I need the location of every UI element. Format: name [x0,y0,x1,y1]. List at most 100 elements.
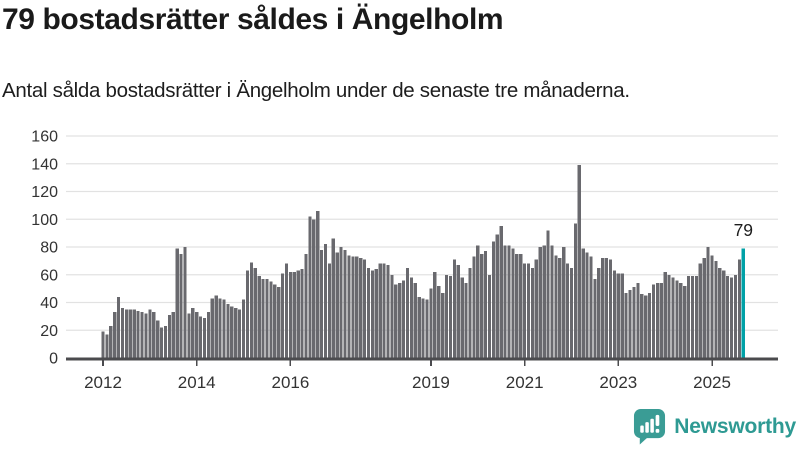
bar [226,303,230,358]
bar [132,309,136,358]
bar [605,258,609,358]
bar [714,260,718,359]
bar [702,258,706,358]
logo-text: Newsworthy [674,414,796,438]
bar [671,277,675,358]
bar [105,334,109,358]
bar [101,331,105,358]
bar [733,274,738,358]
bar [667,274,671,358]
bar [273,284,277,358]
bar [128,309,132,358]
bar [589,256,593,358]
bar [616,273,620,358]
bar [655,283,659,358]
bar [183,247,187,358]
x-axis-labels: 2012 2014 2016 2019 2021 2023 2025 [84,373,731,392]
bar [706,247,710,358]
newsworthy-logo[interactable]: Newsworthy [633,408,796,445]
bar [163,326,168,358]
bar [382,263,386,358]
bar [597,267,601,358]
bar [608,259,613,358]
bar [425,299,429,358]
bar [554,255,558,358]
bar [195,312,199,358]
bar [187,313,191,358]
bar [663,271,667,358]
bar [335,252,339,358]
x-tick-label: 2019 [412,373,450,392]
bar [191,308,195,358]
bar [284,263,289,358]
bar [636,283,640,358]
bar [647,292,652,358]
bar [405,267,410,358]
bar [698,263,702,358]
bar [729,277,734,358]
bar [327,263,332,358]
bar [210,298,214,358]
y-tick-label: 160 [31,129,58,146]
bar [304,253,308,358]
bar [585,252,589,358]
bar [339,247,343,358]
bar [542,245,546,358]
bar [683,285,687,358]
bar [280,273,285,358]
bar [495,234,499,358]
bar [343,249,347,358]
y-axis-labels: 0 20 40 60 80 100 120 140 160 [31,129,58,368]
last-value-annotation: 79 [734,220,753,240]
bar [359,258,363,358]
x-tick-label: 2023 [599,373,637,392]
bar [694,276,699,358]
bar [710,255,714,358]
bar [136,310,140,358]
bar [491,241,495,358]
x-tick-label: 2016 [271,373,309,392]
bar [222,299,226,358]
bar [687,276,691,358]
bar [601,258,605,358]
bar [308,216,312,358]
annotation-value: 79 [734,220,753,240]
bar [144,313,148,358]
bar [316,210,320,358]
bar [323,244,328,358]
bar [577,165,581,358]
bar [124,309,129,358]
bars [101,165,745,359]
bar [464,283,468,358]
y-tick-label: 60 [40,267,58,284]
bar [628,290,632,358]
bar [214,295,218,358]
bar [374,269,378,358]
bar [120,308,125,358]
y-tick-label: 80 [40,240,58,257]
bar [444,274,449,358]
bar [499,226,503,358]
bar [534,259,538,358]
bar [651,284,656,358]
bar [171,312,175,358]
y-tick-label: 20 [40,323,58,340]
bar [523,263,527,358]
bar [546,230,550,358]
bar [206,312,211,358]
x-axis [66,357,778,366]
bar [265,278,269,358]
bar [394,284,398,358]
bar [347,255,351,358]
bar [726,276,730,358]
y-tick-label: 140 [31,156,58,173]
page-title: 79 bostadsrätter såldes i Ängelholm [2,3,504,36]
y-tick-label: 0 [49,351,58,368]
bar [620,273,624,358]
bar [386,265,390,358]
bar [562,247,566,358]
bar [202,317,207,358]
y-tick-label: 40 [40,295,58,312]
bar [441,292,445,358]
y-tick-label: 100 [31,212,58,229]
